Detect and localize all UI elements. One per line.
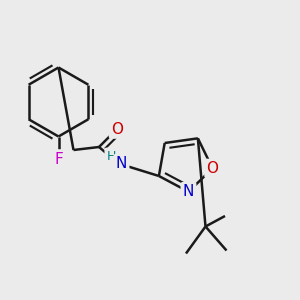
- Text: O: O: [207, 161, 219, 176]
- Text: F: F: [54, 152, 63, 166]
- Text: O: O: [111, 122, 123, 136]
- Text: H: H: [106, 149, 116, 163]
- Text: N: N: [183, 184, 194, 199]
- Text: N: N: [116, 156, 127, 171]
